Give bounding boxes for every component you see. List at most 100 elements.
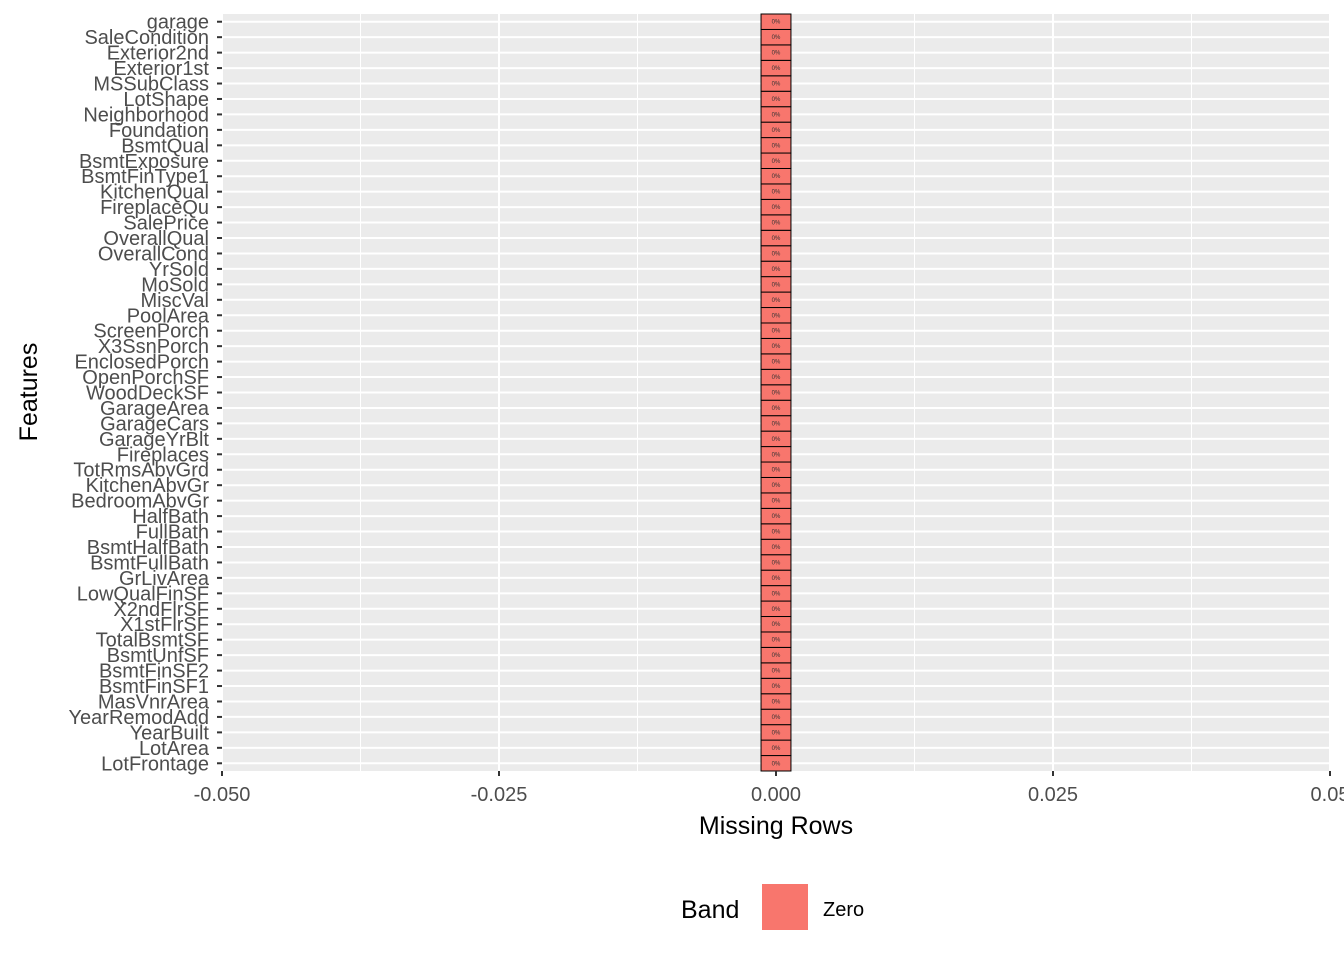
y-tick-label: BsmtHalfBath — [87, 537, 209, 559]
y-tick-label: X1stFlrSF — [120, 614, 209, 636]
y-axis-ticks: LotFrontageLotAreaYearBuiltYearRemodAddM… — [69, 12, 222, 775]
y-tick-label: X3SsnPorch — [98, 336, 209, 358]
bar-label: 0% — [772, 591, 781, 597]
bar-label: 0% — [772, 35, 781, 41]
bar-label: 0% — [772, 174, 781, 180]
bar-label: 0% — [772, 391, 781, 397]
y-tick-label: BsmtFinType1 — [81, 166, 209, 188]
bar-label: 0% — [772, 143, 781, 149]
bar-label: 0% — [772, 560, 781, 566]
y-tick-label: OpenPorchSF — [82, 367, 209, 389]
y-tick-label: OverallQual — [103, 228, 209, 250]
bar-label: 0% — [772, 236, 781, 242]
bar-label: 0% — [772, 51, 781, 57]
y-tick-label: Exterior1st — [113, 58, 209, 80]
y-tick-label: FireplaceQu — [100, 197, 209, 219]
bar-label: 0% — [772, 251, 781, 257]
x-tick-label: -0.025 — [471, 784, 528, 806]
bars — [760, 13, 792, 772]
bar-label: 0% — [772, 468, 781, 474]
y-tick-label: SaleCondition — [84, 27, 209, 49]
y-tick-label: MoSold — [141, 274, 209, 296]
y-tick-label: BsmtFinSF2 — [99, 661, 209, 683]
bar-label: 0% — [772, 669, 781, 675]
y-tick-label: HalfBath — [132, 506, 209, 528]
bar — [760, 13, 792, 30]
bar-label: 0% — [772, 483, 781, 489]
y-tick-label: Neighborhood — [83, 104, 209, 126]
bar-label: 0% — [772, 715, 781, 721]
y-tick-label: MasVnrArea — [98, 691, 210, 713]
y-tick-label: BedroomAbvGr — [71, 491, 209, 513]
y-tick-label: Exterior2nd — [107, 43, 209, 65]
y-tick-label: X2ndFlrSF — [113, 599, 209, 621]
bar-label: 0% — [772, 20, 781, 26]
y-tick-label: WoodDeckSF — [86, 383, 209, 405]
bar-label: 0% — [772, 298, 781, 304]
bar-label: 0% — [772, 576, 781, 582]
y-tick-label: GrLivArea — [119, 568, 210, 590]
bar-label: 0% — [772, 530, 781, 536]
bar-label: 0% — [772, 282, 781, 288]
y-axis-title: Features — [15, 343, 43, 442]
legend-label-zero: Zero — [823, 899, 864, 921]
bar-label: 0% — [772, 684, 781, 690]
legend-title: Band — [681, 896, 739, 924]
bar-label: 0% — [772, 699, 781, 705]
y-tick-label: garage — [147, 12, 209, 34]
bar-label: 0% — [772, 746, 781, 752]
y-tick-label: Fireplaces — [117, 444, 209, 466]
bar-label: 0% — [772, 360, 781, 366]
y-tick-label: TotalBsmtSF — [96, 630, 209, 652]
y-tick-label: YrSold — [149, 259, 209, 281]
bar-label: 0% — [772, 329, 781, 335]
bar-label: 0% — [772, 82, 781, 88]
y-tick-label: FullBath — [136, 522, 209, 544]
y-tick-label: LotShape — [123, 89, 209, 111]
bar-labels: 0% 0% 0% 0% 0% 0% 0% 0% 0% 0% 0% 0% 0% 0% 0% 0% 0% 0% 0% 0%… — [772, 20, 781, 768]
bar-label: 0% — [772, 761, 781, 767]
bar-label: 0% — [772, 97, 781, 103]
legend: Band Zero — [681, 884, 864, 930]
y-tick-label: EnclosedPorch — [74, 352, 209, 374]
bar-label: 0% — [772, 653, 781, 659]
x-tick-label: -0.050 — [194, 784, 251, 806]
y-tick-label: BsmtQual — [121, 135, 209, 157]
bar-label: 0% — [772, 344, 781, 350]
y-tick-label: YearBuilt — [130, 722, 210, 744]
bar-label: 0% — [772, 128, 781, 134]
y-tick-label: ScreenPorch — [93, 321, 209, 343]
y-tick-label: KitchenQual — [100, 182, 209, 204]
x-axis-title: Missing Rows — [699, 812, 853, 840]
bar-label: 0% — [772, 499, 781, 505]
bar-label: 0% — [772, 112, 781, 118]
x-tick-label: 0.05 — [1311, 784, 1344, 806]
y-tick-label: PoolArea — [127, 305, 210, 327]
bar-label: 0% — [772, 638, 781, 644]
bar-label: 0% — [772, 205, 781, 211]
bar-label: 0% — [772, 452, 781, 458]
y-tick-label: MSSubClass — [93, 74, 209, 96]
y-tick-label: OverallCond — [98, 243, 209, 265]
bar-label: 0% — [772, 514, 781, 520]
y-tick-label: GarageArea — [100, 398, 210, 420]
y-tick-label: GarageYrBlt — [99, 429, 209, 451]
bar-label: 0% — [772, 545, 781, 551]
bar-label: 0% — [772, 607, 781, 613]
bar-label: 0% — [772, 267, 781, 273]
bar-label: 0% — [772, 421, 781, 427]
bar-label: 0% — [772, 313, 781, 319]
y-tick-label: KitchenAbvGr — [86, 475, 210, 497]
y-tick-label: TotRmsAbvGrd — [73, 460, 209, 482]
bar-label: 0% — [772, 159, 781, 165]
y-tick-label: BsmtExposure — [79, 151, 209, 173]
y-tick-label: LowQualFinSF — [77, 583, 209, 605]
y-tick-label: MiscVal — [140, 290, 209, 312]
x-tick-label: 0.025 — [1028, 784, 1078, 806]
bar-label: 0% — [772, 221, 781, 227]
y-tick-label: SalePrice — [123, 213, 209, 235]
bar-label: 0% — [772, 406, 781, 412]
bar-label: 0% — [772, 730, 781, 736]
legend-key-zero — [762, 884, 808, 930]
